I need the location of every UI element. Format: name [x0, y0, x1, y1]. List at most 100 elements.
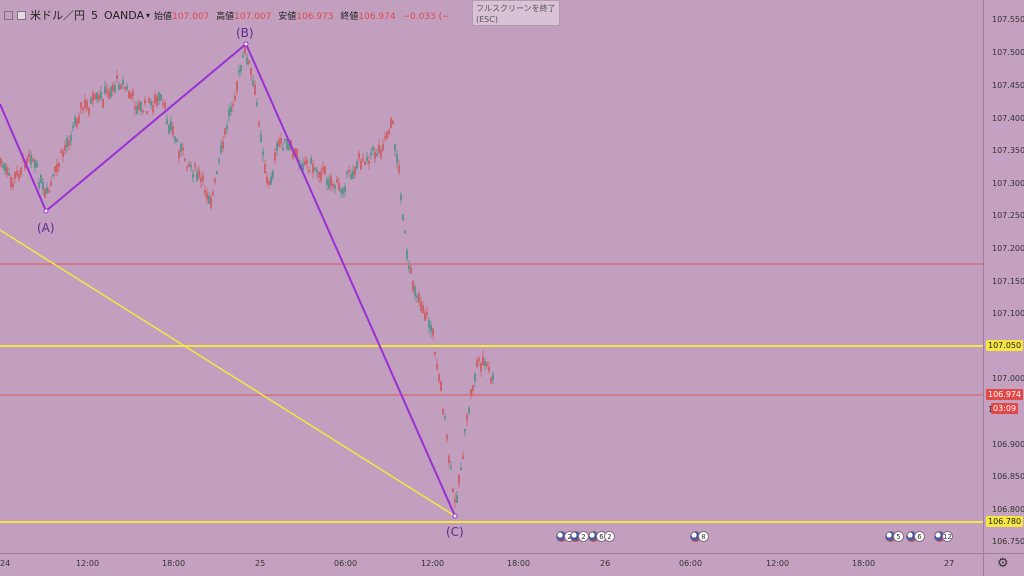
candle-body: [224, 128, 226, 135]
wave-point-b[interactable]: [243, 41, 249, 47]
price-tick: 107.200: [992, 244, 1024, 253]
candle-body: [252, 80, 254, 86]
time-tick: 12:00: [76, 559, 100, 568]
candle-body: [142, 110, 144, 113]
candle-body: [234, 95, 236, 101]
candle-body: [44, 188, 46, 198]
candle-body: [96, 92, 98, 101]
candle-body: [6, 167, 8, 175]
candle-body: [108, 91, 110, 99]
chart-canvas[interactable]: (A) (B) (C) 米ドル／円 5 OANDA ▾ 始値107.007 高値…: [0, 0, 983, 553]
candle-body: [34, 160, 36, 168]
candle-body: [82, 107, 84, 110]
candle-body: [212, 191, 214, 195]
candle-body: [398, 165, 400, 173]
candle-body: [474, 374, 476, 382]
candle-body: [454, 498, 456, 503]
exit-fullscreen-button[interactable]: フルスクリーンを終了 (ESC): [472, 0, 560, 26]
candle-body: [352, 170, 354, 179]
candle-body: [144, 99, 146, 104]
time-tick: 18:00: [507, 559, 531, 568]
candle-body: [92, 93, 94, 102]
yellow-trend-line[interactable]: [0, 229, 456, 517]
candle-body: [246, 57, 248, 64]
event-flag-group[interactable]: 12: [934, 529, 953, 543]
symbol-square-icon: [17, 10, 26, 20]
candle-body: [356, 161, 358, 169]
candle-body: [42, 181, 44, 190]
price-axis[interactable]: 107.550 107.500 107.450 107.400 107.350 …: [983, 0, 1024, 553]
event-count: 2: [604, 530, 615, 542]
candle-body: [48, 190, 50, 193]
exit-fullscreen-hint: (ESC): [476, 15, 498, 24]
exit-fullscreen-label: フルスクリーンを終了: [476, 4, 556, 13]
candle-body: [428, 320, 430, 329]
candle-body: [20, 167, 22, 175]
candle-body: [36, 162, 38, 168]
candle-body: [420, 301, 422, 312]
candle-body: [466, 414, 468, 421]
price-tick: 107.550: [992, 15, 1024, 24]
candle-body: [378, 144, 380, 154]
candle-body: [118, 84, 120, 90]
chart-settings-corner[interactable]: ⚙: [983, 553, 1024, 576]
candle-body: [4, 163, 6, 172]
collapse-legend-icon[interactable]: [4, 10, 13, 20]
price-tick: 107.450: [992, 81, 1024, 90]
candle-body: [490, 378, 492, 384]
time-tick: 24: [0, 559, 11, 568]
candle-body: [232, 104, 234, 107]
event-flag-group[interactable]: 6: [906, 529, 925, 543]
candle-body: [432, 328, 434, 336]
candle-body: [340, 189, 342, 193]
candle-body: [440, 381, 442, 391]
candle-body: [250, 68, 252, 76]
candle-body: [222, 141, 224, 149]
price-chart[interactable]: (A) (B) (C): [0, 0, 983, 553]
candle-body: [476, 359, 478, 368]
wave-point-a[interactable]: [43, 208, 49, 214]
candle-body: [446, 435, 448, 440]
candle-body: [136, 106, 138, 115]
candle-body: [94, 94, 96, 100]
candle-body: [422, 305, 424, 314]
candle-body: [370, 152, 372, 156]
time-tick: 18:00: [162, 559, 186, 568]
price-tick-partial: 1: [988, 405, 993, 414]
wave-point-c[interactable]: [452, 513, 458, 519]
candle-body: [32, 159, 34, 162]
event-flag-group[interactable]: 2: [570, 529, 589, 543]
candle-body: [426, 312, 428, 316]
candle-body: [468, 407, 470, 414]
close-label: 終値: [340, 11, 359, 22]
candle-body: [88, 107, 90, 115]
candle-body: [214, 178, 216, 182]
event-flag-group[interactable]: 5: [885, 529, 904, 543]
gear-icon[interactable]: ⚙: [997, 556, 1009, 571]
candle-body: [330, 176, 332, 187]
chevron-down-icon[interactable]: ▾: [146, 10, 151, 20]
candle-body: [492, 374, 494, 381]
candle-body: [326, 179, 328, 186]
candle-body: [396, 154, 398, 163]
time-axis[interactable]: 24 12:00 18:00 25 06:00 12:00 18:00 26 0…: [0, 553, 983, 576]
candle-body: [304, 160, 306, 165]
symbol-name[interactable]: 米ドル／円: [30, 9, 85, 22]
candle-body: [128, 91, 130, 99]
candle-body: [342, 188, 344, 195]
time-tick: 06:00: [679, 559, 703, 568]
candle-body: [104, 85, 106, 94]
event-flag-group[interactable]: 8: [690, 529, 709, 543]
candle-body: [286, 139, 288, 149]
candle-body: [462, 455, 464, 459]
interval-value[interactable]: 5: [91, 8, 98, 22]
candle-body: [18, 173, 20, 180]
candle-body: [84, 99, 86, 108]
candle-body: [334, 185, 336, 189]
candle-body: [0, 158, 2, 166]
candle-body: [72, 125, 74, 128]
candle-body: [444, 416, 446, 419]
candle-body: [170, 121, 172, 131]
abc-wave-line[interactable]: [0, 42, 456, 517]
